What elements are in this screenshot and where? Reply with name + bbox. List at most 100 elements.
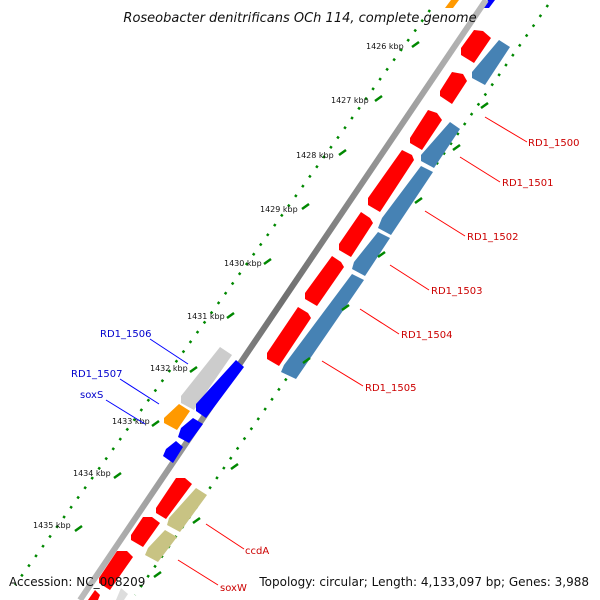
left-feature-track [163,347,244,463]
forward-cds-track [267,30,491,366]
tick-group-1428: 1428 kbp [296,148,347,160]
label-soxs[interactable]: soxS [80,390,146,425]
map-title: Roseobacter denitrificans OCh 114, compl… [123,11,476,26]
gene-label-soxs[interactable]: soxS [80,390,103,401]
label-rd1-1505[interactable]: RD1_1505 [321,360,416,394]
inner-tick-marks [153,101,489,579]
cds-red-4 [368,150,414,212]
tick-group-1435: 1435 kbp [33,521,83,533]
leader-rd1-1506 [149,338,189,365]
gene-label-rd1-1502[interactable]: RD1_1502 [467,232,518,243]
tick-label-1427: 1427 kbp [331,96,369,105]
lower-feature-track [88,478,207,600]
tick-group-1432: 1432 kbp [150,364,198,374]
tick-label-1435: 1435 kbp [33,521,71,530]
leader-rd1-1502 [424,210,466,237]
label-rd1-1501[interactable]: RD1_1501 [459,156,553,189]
cds-red-lower-3 [99,551,133,590]
cds-red-1 [461,30,491,63]
gene-label-rd1-1505[interactable]: RD1_1505 [365,383,416,394]
inner-tick-1 [480,101,489,110]
leader-rd1-1500 [484,116,528,143]
feature-khaki-ccda [145,530,177,562]
gene-label-rd1-1504[interactable]: RD1_1504 [401,330,452,341]
cds-red-lower-1 [156,478,192,519]
tick-group-1426: 1426 kbp [366,40,420,51]
cds-steelblue-4 [352,232,390,276]
reverse-cds-track [281,40,510,379]
tick-group-1429: 1429 kbp [260,202,310,214]
tick-label-1433: 1433 kbp [112,417,150,426]
cds-red-2 [440,72,467,104]
leader-rd1-1504 [359,308,400,335]
feature-blue-rd1-1507-b [178,418,203,443]
feature-orange-soxs [164,404,190,430]
tick-mark-1433 [151,419,160,428]
label-soxw[interactable]: soxW [177,559,247,594]
leader-rd1-1505 [321,360,364,387]
label-rd1-1500[interactable]: RD1_1500 [484,116,579,149]
feature-blue-rd1-1507-a [196,360,244,418]
inner-tick-2 [452,143,461,152]
gene-label-rd1-1503[interactable]: RD1_1503 [431,286,482,297]
tick-label-1431: 1431 kbp [187,312,225,321]
inner-tick-7 [230,462,239,471]
feature-grey-lower [116,588,128,600]
cds-steelblue-3 [378,166,433,235]
label-rd1-1503[interactable]: RD1_1503 [389,264,482,297]
tick-group-1433: 1433 kbp [112,417,160,428]
gene-label-rd1-1507[interactable]: RD1_1507 [71,369,122,380]
tick-label-1429: 1429 kbp [260,205,298,214]
tick-mark-1428 [338,148,347,157]
cds-steelblue-5 [281,274,364,379]
tick-label-1432: 1432 kbp [150,364,188,373]
label-rd1-1502[interactable]: RD1_1502 [424,210,518,243]
label-ccda[interactable]: ccdA [205,523,269,557]
cds-red-lower-2 [131,517,160,547]
cds-red-7 [267,307,311,366]
leader-rd1-1507 [119,378,160,405]
leader-rd1-1503 [389,264,430,291]
feature-blue-small [163,441,183,463]
gene-label-rd1-1506[interactable]: RD1_1506 [100,329,151,340]
gene-label-ccda[interactable]: ccdA [245,546,269,557]
cds-red-3 [410,110,442,150]
leader-rd1-1501 [459,156,501,183]
inner-tick-6 [302,356,311,365]
cds-steelblue-2 [421,122,460,168]
gene-label-rd1-1501[interactable]: RD1_1501 [502,178,553,189]
feature-grey-rd1-1506 [181,347,232,410]
tick-mark-1430 [263,257,272,266]
tick-mark-1427 [374,94,383,103]
tick-mark-1434 [113,471,122,480]
cds-red-5 [339,212,373,257]
cds-red-6 [305,256,344,306]
genome-backbone [77,0,489,600]
tick-group-1431: 1431 kbp [187,311,235,321]
inner-tick-9 [153,570,162,579]
leader-ccda [205,523,245,550]
inner-tick-5 [341,303,350,312]
tick-label-1426: 1426 kbp [366,42,404,51]
label-rd1-1506[interactable]: RD1_1506 [100,329,189,365]
inner-tick-8 [192,516,201,525]
feature-khaki-1 [167,488,207,532]
topology-text: Topology: circular; Length: 4,133,097 bp… [258,575,589,589]
label-rd1-1507[interactable]: RD1_1507 [71,369,160,405]
leader-soxs [105,399,146,425]
gene-label-soxw[interactable]: soxW [220,583,247,594]
feature-top-orange [445,0,459,8]
tick-label-1430: 1430 kbp [224,259,262,268]
leader-soxw [177,559,219,586]
tick-mark-1431 [226,311,235,320]
accession-text: Accession: NC_008209 [9,575,145,589]
tick-label-1428: 1428 kbp [296,151,334,160]
cds-red-lower-4 [88,590,100,600]
tick-mark-1426 [411,40,420,49]
gene-label-rd1-1500[interactable]: RD1_1500 [528,138,579,149]
tick-label-1434: 1434 kbp [73,469,111,478]
tick-group-1427: 1427 kbp [331,94,383,105]
label-rd1-1504[interactable]: RD1_1504 [359,308,452,341]
cds-steelblue-1 [472,40,510,85]
